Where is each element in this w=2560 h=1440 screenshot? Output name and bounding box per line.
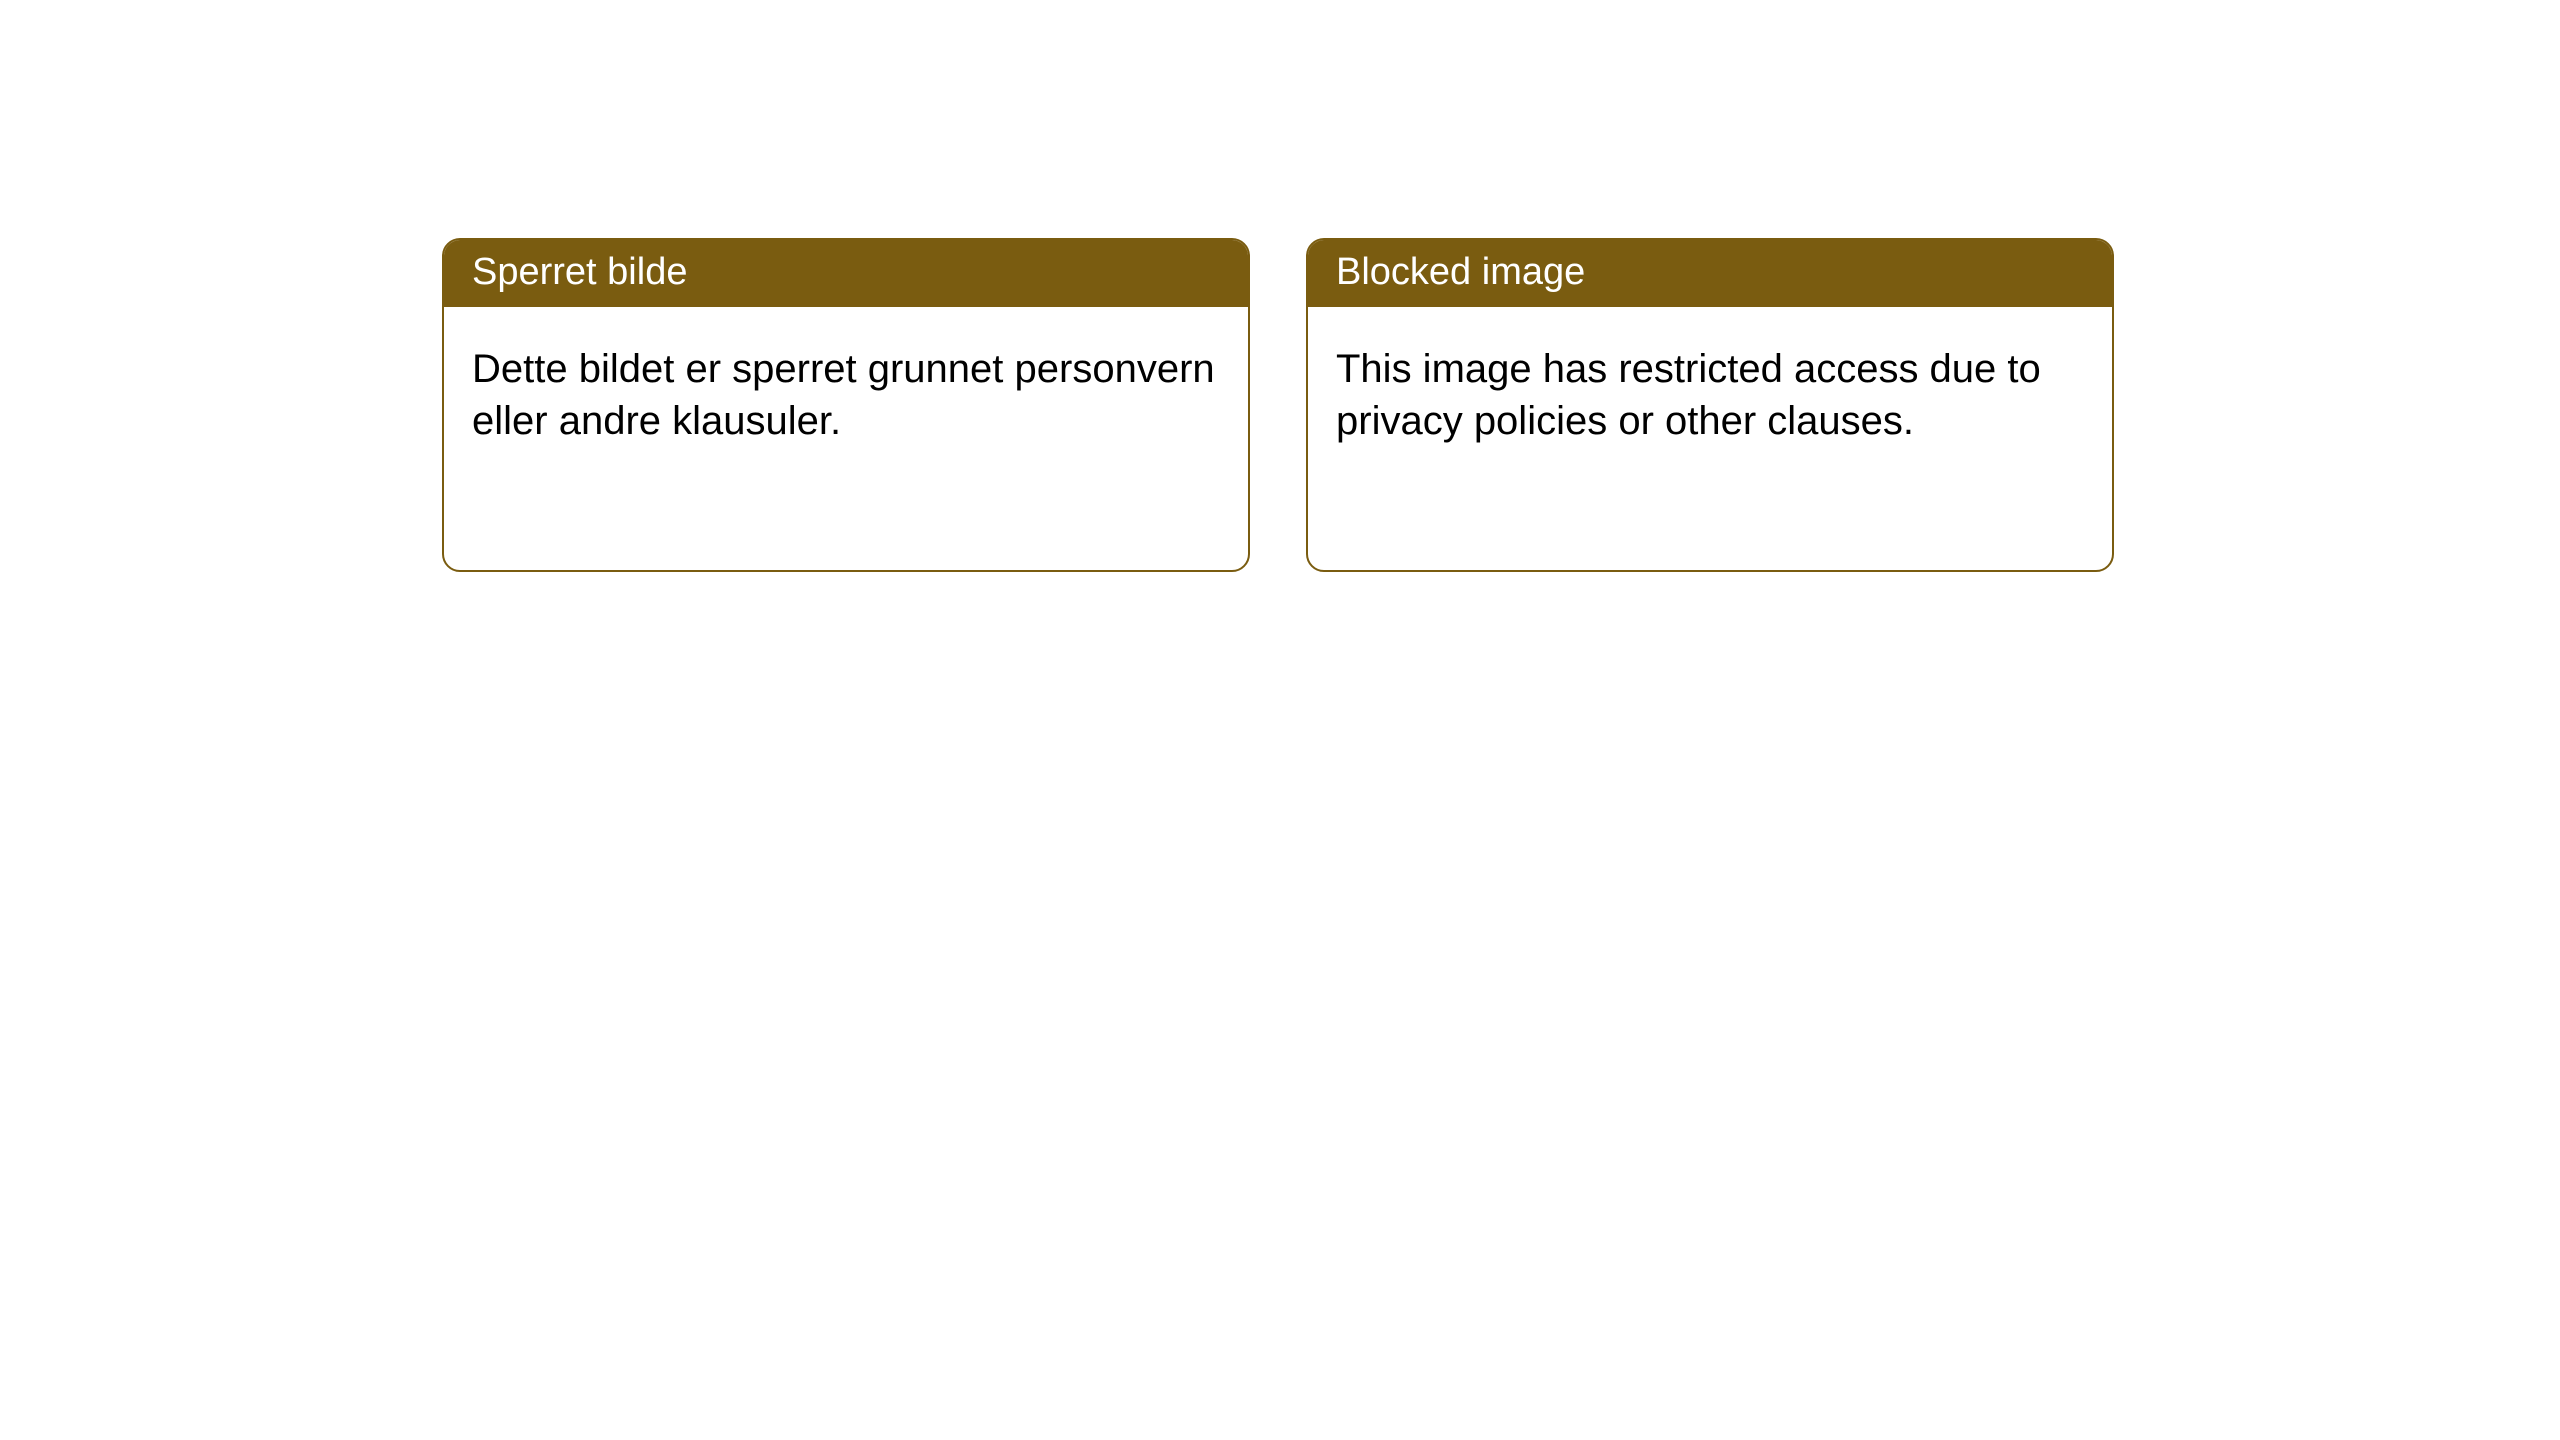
card-body-text: Dette bildet er sperret grunnet personve… <box>472 347 1215 443</box>
notice-card-english: Blocked image This image has restricted … <box>1306 238 2114 572</box>
card-header: Blocked image <box>1308 240 2112 307</box>
card-body: Dette bildet er sperret grunnet personve… <box>444 307 1248 475</box>
notice-container: Sperret bilde Dette bildet er sperret gr… <box>0 0 2560 572</box>
card-header: Sperret bilde <box>444 240 1248 307</box>
notice-card-norwegian: Sperret bilde Dette bildet er sperret gr… <box>442 238 1250 572</box>
card-title: Blocked image <box>1336 251 1585 293</box>
card-body-text: This image has restricted access due to … <box>1336 347 2041 443</box>
card-body: This image has restricted access due to … <box>1308 307 2112 475</box>
card-title: Sperret bilde <box>472 251 687 293</box>
